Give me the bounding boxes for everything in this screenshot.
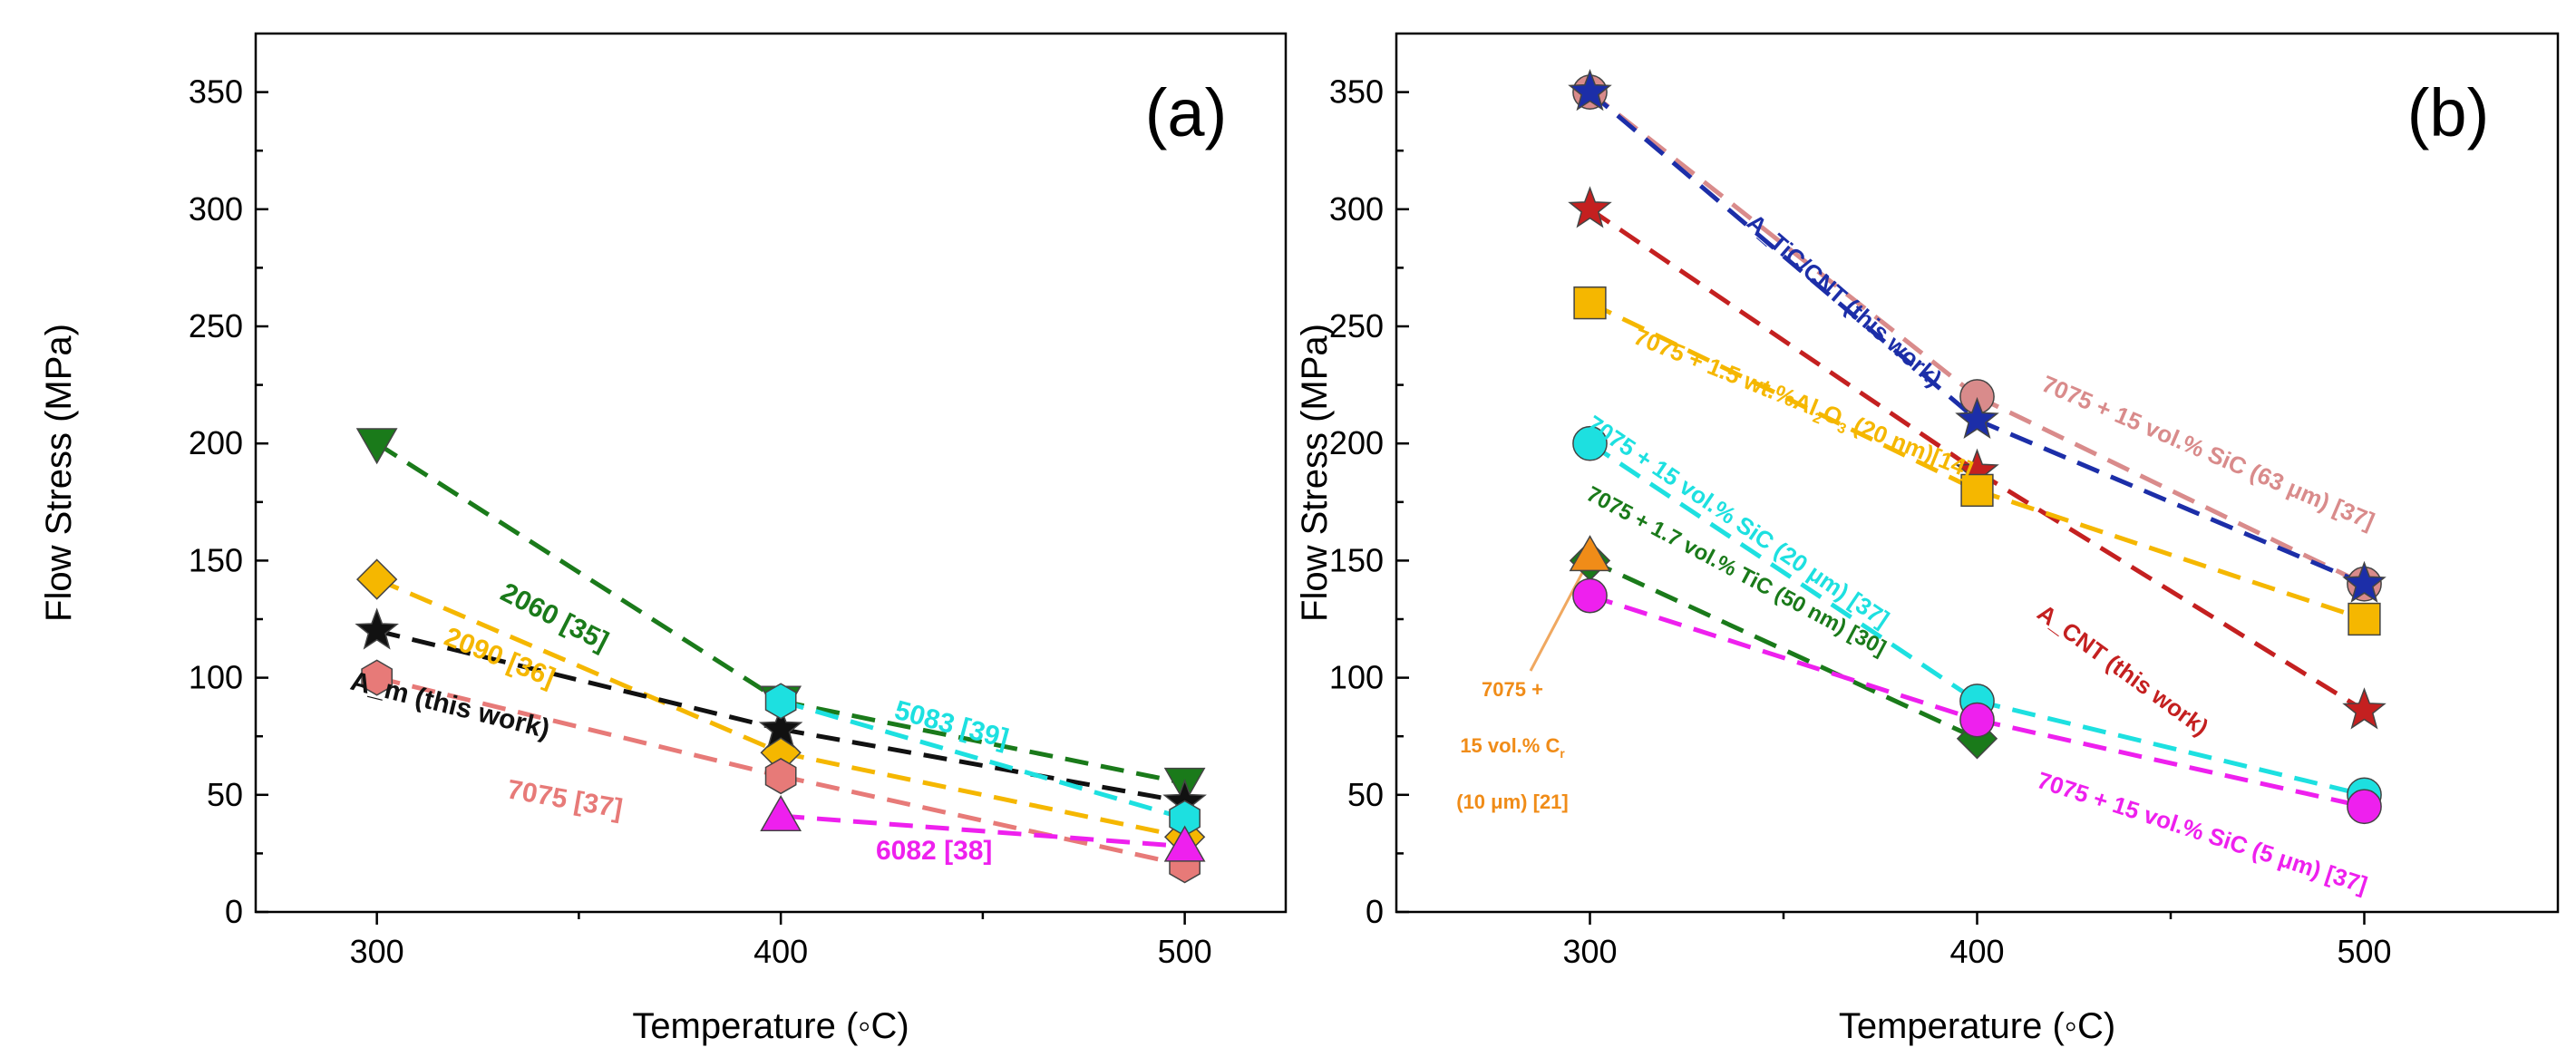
data-point-2090-36 [355, 558, 398, 600]
data-point-a-cnt-this-work [1568, 186, 1612, 228]
panel-b: 0 50 100 150 200 250 300 350 300 400 500 Temperatur… [1295, 32, 2560, 1046]
annotation-label: A_TiC/CNT (this work) [1742, 208, 1947, 392]
y-tick-label: 50 [1347, 776, 1384, 813]
series-line-a-cnt-this-work [1589, 207, 1978, 474]
y-tick-label: 250 [189, 307, 243, 344]
data-point-6082-38 [1163, 825, 1206, 862]
y-tick-label: 350 [1329, 73, 1384, 111]
y-tick-label: 200 [189, 424, 243, 461]
y-tick-label: 50 [207, 776, 243, 813]
series-line-7075-15-vol-sic-63-m-37 [1588, 90, 1979, 399]
panel-label: (b) [2407, 75, 2489, 150]
data-point-7075-15-vol-sic-5-m-37 [1572, 577, 1608, 614]
plot-frame [254, 32, 1288, 914]
series-line-2060-35 [780, 698, 1186, 786]
series-line-7075-15-vol-sic-5-m-37 [1589, 593, 1978, 722]
data-point-7075-1-5-wt-al2o3-20-nm-14 [1573, 286, 1607, 320]
x-tick-label: 500 [2337, 933, 2391, 970]
series-line-7075-37 [780, 773, 1186, 868]
series-line-a-m-this-work [376, 628, 782, 732]
x-axis-title: Temperature (◦C) [1839, 1006, 2115, 1046]
series-line-7075-15-vol-sic-5-m-37 [1976, 717, 2366, 810]
panel-label: (a) [1145, 75, 1227, 150]
annotation-leader-line [1529, 567, 1586, 672]
data-point-7075-1-5-wt-al2o3-20-nm-14 [2348, 602, 2381, 636]
annotation-label: 7075 [37] [505, 774, 625, 824]
data-point-7075-37 [764, 758, 797, 795]
data-point-a-tic-cnt-this-work [1568, 69, 1612, 112]
data-point-7075-15-vol-sic-5-m-37 [2347, 789, 2382, 825]
annotation-text: 7075 + 1.5 wt.%Al [1630, 323, 1823, 422]
annotation-label: 5083 [39] [891, 695, 1012, 754]
y-tick-label: 150 [189, 541, 243, 578]
y-tick-label: 200 [1329, 424, 1384, 461]
x-tick-label: 500 [1158, 933, 1212, 970]
annotation-text: (20 nm)[14] [1843, 409, 1977, 483]
annotation-label: (10 μm) [21] [1456, 790, 1569, 813]
y-tick-label: 150 [1329, 541, 1384, 578]
y-tick-label: 0 [1366, 893, 1384, 930]
panel-a: 0 50 100 150 200 250 300 350 300 400 500 Temperatur… [39, 32, 1288, 1046]
series-line-7075-1-5-wt-al2o3-20-nm-14 [1976, 488, 2366, 622]
annotation-label: 15 vol.% Cr [1460, 734, 1565, 761]
y-axis-title: Flow Stress (MPa) [39, 324, 79, 622]
data-point-7075-37 [361, 659, 394, 696]
annotation-label: 6082 [38] [876, 836, 992, 866]
x-tick-label: 300 [350, 933, 404, 970]
data-point-a-cnt-this-work [2342, 687, 2386, 730]
data-point-a-tic-cnt-this-work [1955, 396, 1999, 440]
annotation-subscript: r [1560, 747, 1565, 761]
series-line-2060-35 [375, 441, 783, 703]
data-point-7075-1-5-wt-al2o3-20-nm-14 [1960, 473, 1994, 508]
annotation-label: 7075 + 1.5 wt.%Al2O3 (20 nm)[14] [1628, 323, 1977, 487]
y-axis-title: Flow Stress (MPa) [1295, 324, 1335, 622]
y-tick-label: 300 [189, 190, 243, 228]
series-line-7075-37 [376, 675, 782, 779]
series-line-6082-38 [780, 813, 1185, 849]
data-point-6082-38 [760, 794, 802, 832]
y-tick-label: 250 [1329, 307, 1384, 344]
data-point-a-tic-cnt-this-work [2342, 560, 2386, 603]
annotation-label: 7075 + 15 vol.% SiC (5 μm) [37] [2034, 766, 2370, 898]
series-line-a-cnt-this-work [1976, 470, 2366, 713]
data-point-a-m-this-work [355, 607, 399, 650]
series-line-2090-36 [780, 750, 1186, 839]
y-tick-label: 300 [1329, 190, 1384, 228]
data-point-7075-15-vol-sic-5-m-37 [1959, 702, 1995, 738]
series-line-2090-36 [375, 577, 783, 755]
y-tick-label: 100 [1329, 659, 1384, 696]
series-line-7075-15-vol-sic-20-m-37 [1589, 441, 1978, 703]
data-point-2060-35 [355, 428, 398, 465]
annotation-label: 7075 + [1482, 678, 1543, 701]
y-tick-label: 350 [189, 73, 243, 111]
x-tick-label: 400 [753, 933, 808, 970]
x-tick-label: 300 [1562, 933, 1617, 970]
y-tick-label: 100 [189, 659, 243, 696]
x-axis-title: Temperature (◦C) [632, 1006, 909, 1046]
x-tick-label: 400 [1949, 933, 2004, 970]
data-point-7075-15-vol-sic-20-m-37 [1572, 425, 1608, 461]
series-line-7075-15-vol-sic-20-m-37 [1976, 699, 2366, 798]
annotation-label: 2090 [36] [440, 622, 559, 693]
data-point-5083-39 [764, 683, 797, 720]
series-line-a-tic-cnt-this-work [1588, 90, 1979, 422]
series-line-a-m-this-work [780, 726, 1186, 805]
y-tick-label: 0 [225, 893, 243, 930]
data-point-a-m-this-work [758, 705, 803, 749]
annotation-label: 2060 [35] [496, 577, 613, 657]
data-point-7075-15-vol-cr-10-m-21 [1569, 535, 1611, 572]
